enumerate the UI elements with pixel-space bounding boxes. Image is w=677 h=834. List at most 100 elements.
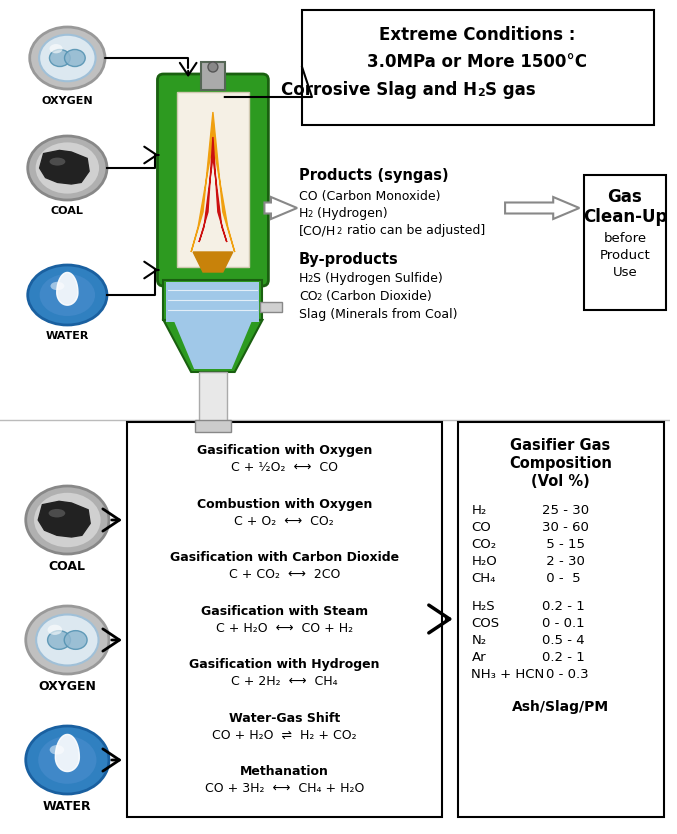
Text: H₂S: H₂S [471, 600, 495, 613]
Ellipse shape [26, 486, 109, 554]
Text: CO + 3H₂  ⟷  CH₄ + H₂O: CO + 3H₂ ⟷ CH₄ + H₂O [204, 782, 364, 796]
FancyBboxPatch shape [177, 92, 248, 267]
Text: Ash/Slag/PM: Ash/Slag/PM [512, 700, 609, 714]
FancyBboxPatch shape [458, 422, 663, 817]
Text: Use: Use [613, 265, 637, 279]
FancyBboxPatch shape [302, 10, 653, 125]
Polygon shape [57, 273, 78, 305]
FancyBboxPatch shape [167, 282, 259, 322]
Ellipse shape [26, 726, 109, 794]
Text: H₂: H₂ [471, 504, 487, 517]
Text: Clean-Up: Clean-Up [583, 208, 667, 226]
Text: [CO/H: [CO/H [299, 224, 336, 237]
Polygon shape [265, 197, 297, 219]
Ellipse shape [49, 158, 66, 166]
FancyBboxPatch shape [261, 302, 282, 312]
Text: C + ½O₂  ⟷  CO: C + ½O₂ ⟷ CO [231, 461, 338, 474]
Text: Slag (Minerals from Coal): Slag (Minerals from Coal) [299, 308, 458, 321]
Text: before: before [603, 232, 647, 244]
FancyBboxPatch shape [127, 422, 441, 817]
Text: Gasification with Steam: Gasification with Steam [200, 605, 368, 618]
FancyBboxPatch shape [584, 175, 665, 310]
Text: 2: 2 [477, 88, 485, 98]
Ellipse shape [49, 44, 63, 53]
Text: 30 - 60: 30 - 60 [542, 521, 588, 534]
Text: ratio can be adjusted]: ratio can be adjusted] [343, 224, 485, 237]
Text: 2: 2 [316, 293, 321, 302]
Polygon shape [38, 501, 90, 537]
Ellipse shape [49, 509, 65, 517]
Text: (Vol %): (Vol %) [531, 474, 590, 489]
Text: Methanation: Methanation [240, 766, 328, 778]
Ellipse shape [49, 745, 64, 755]
Text: 25 - 30: 25 - 30 [542, 504, 589, 517]
Text: 0 - 0.1: 0 - 0.1 [542, 617, 584, 630]
Text: C + O₂  ⟷  CO₂: C + O₂ ⟷ CO₂ [234, 515, 334, 528]
Text: OXYGEN: OXYGEN [41, 96, 93, 106]
Text: CH₄: CH₄ [471, 572, 496, 585]
Text: Water-Gas Shift: Water-Gas Shift [229, 712, 340, 725]
Text: NH₃ + HCN: NH₃ + HCN [471, 668, 545, 681]
Text: CO (Carbon Monoxide): CO (Carbon Monoxide) [299, 190, 441, 203]
Text: COAL: COAL [51, 206, 84, 216]
Text: Composition: Composition [509, 456, 612, 471]
Ellipse shape [36, 143, 99, 193]
Text: C + 2H₂  ⟷  CH₄: C + 2H₂ ⟷ CH₄ [231, 676, 338, 688]
Text: CO: CO [299, 290, 318, 303]
FancyBboxPatch shape [201, 62, 225, 90]
Text: WATER: WATER [43, 800, 91, 813]
Ellipse shape [64, 49, 85, 67]
Text: Gasification with Carbon Dioxide: Gasification with Carbon Dioxide [170, 551, 399, 564]
Text: By-products: By-products [299, 252, 399, 267]
Ellipse shape [34, 493, 101, 547]
Text: Product: Product [600, 249, 651, 262]
Ellipse shape [26, 606, 109, 674]
Polygon shape [191, 112, 235, 252]
Text: (Hydrogen): (Hydrogen) [313, 207, 387, 220]
Ellipse shape [38, 736, 96, 784]
Ellipse shape [28, 136, 107, 200]
Text: 0.2 - 1: 0.2 - 1 [542, 600, 584, 613]
Text: 2: 2 [336, 227, 342, 236]
Text: C + H₂O  ⟷  CO + H₂: C + H₂O ⟷ CO + H₂ [216, 621, 353, 635]
Ellipse shape [28, 265, 107, 325]
Text: Corrosive Slag and H: Corrosive Slag and H [282, 81, 477, 99]
Text: COS: COS [471, 617, 500, 630]
Text: H: H [299, 207, 309, 220]
Polygon shape [56, 735, 79, 771]
Ellipse shape [40, 274, 95, 316]
FancyBboxPatch shape [199, 372, 227, 422]
Text: Gas: Gas [607, 188, 642, 206]
Text: Gasification with Oxygen: Gasification with Oxygen [196, 444, 372, 457]
Text: 2: 2 [307, 210, 312, 219]
Text: 5 - 15: 5 - 15 [542, 538, 585, 551]
Ellipse shape [36, 615, 99, 666]
Polygon shape [169, 310, 257, 369]
Polygon shape [163, 320, 263, 372]
Ellipse shape [47, 631, 70, 650]
Text: CO + H₂O  ⇌  H₂ + CO₂: CO + H₂O ⇌ H₂ + CO₂ [212, 729, 357, 742]
Ellipse shape [49, 49, 70, 67]
Text: Combustion with Oxygen: Combustion with Oxygen [196, 498, 372, 510]
Text: CO: CO [471, 521, 491, 534]
Polygon shape [193, 252, 233, 272]
Text: Products (syngas): Products (syngas) [299, 168, 449, 183]
FancyBboxPatch shape [158, 74, 268, 286]
Text: 2: 2 [307, 275, 312, 284]
Circle shape [208, 62, 218, 72]
Ellipse shape [39, 35, 95, 81]
Text: S (Hydrogen Sulfide): S (Hydrogen Sulfide) [313, 272, 443, 285]
Text: 0 -  5: 0 - 5 [542, 572, 580, 585]
Ellipse shape [47, 625, 62, 635]
Text: Extreme Conditions :: Extreme Conditions : [379, 26, 575, 44]
Text: WATER: WATER [45, 331, 89, 341]
Text: S gas: S gas [485, 81, 536, 99]
Text: CO₂: CO₂ [471, 538, 496, 551]
Text: 3.0MPa or More 1500°C: 3.0MPa or More 1500°C [368, 53, 588, 71]
Text: 0.5 - 4: 0.5 - 4 [542, 634, 584, 647]
Text: H: H [299, 272, 309, 285]
Ellipse shape [51, 282, 64, 290]
Ellipse shape [30, 27, 105, 89]
Text: (Carbon Dioxide): (Carbon Dioxide) [322, 290, 432, 303]
FancyBboxPatch shape [195, 420, 231, 432]
